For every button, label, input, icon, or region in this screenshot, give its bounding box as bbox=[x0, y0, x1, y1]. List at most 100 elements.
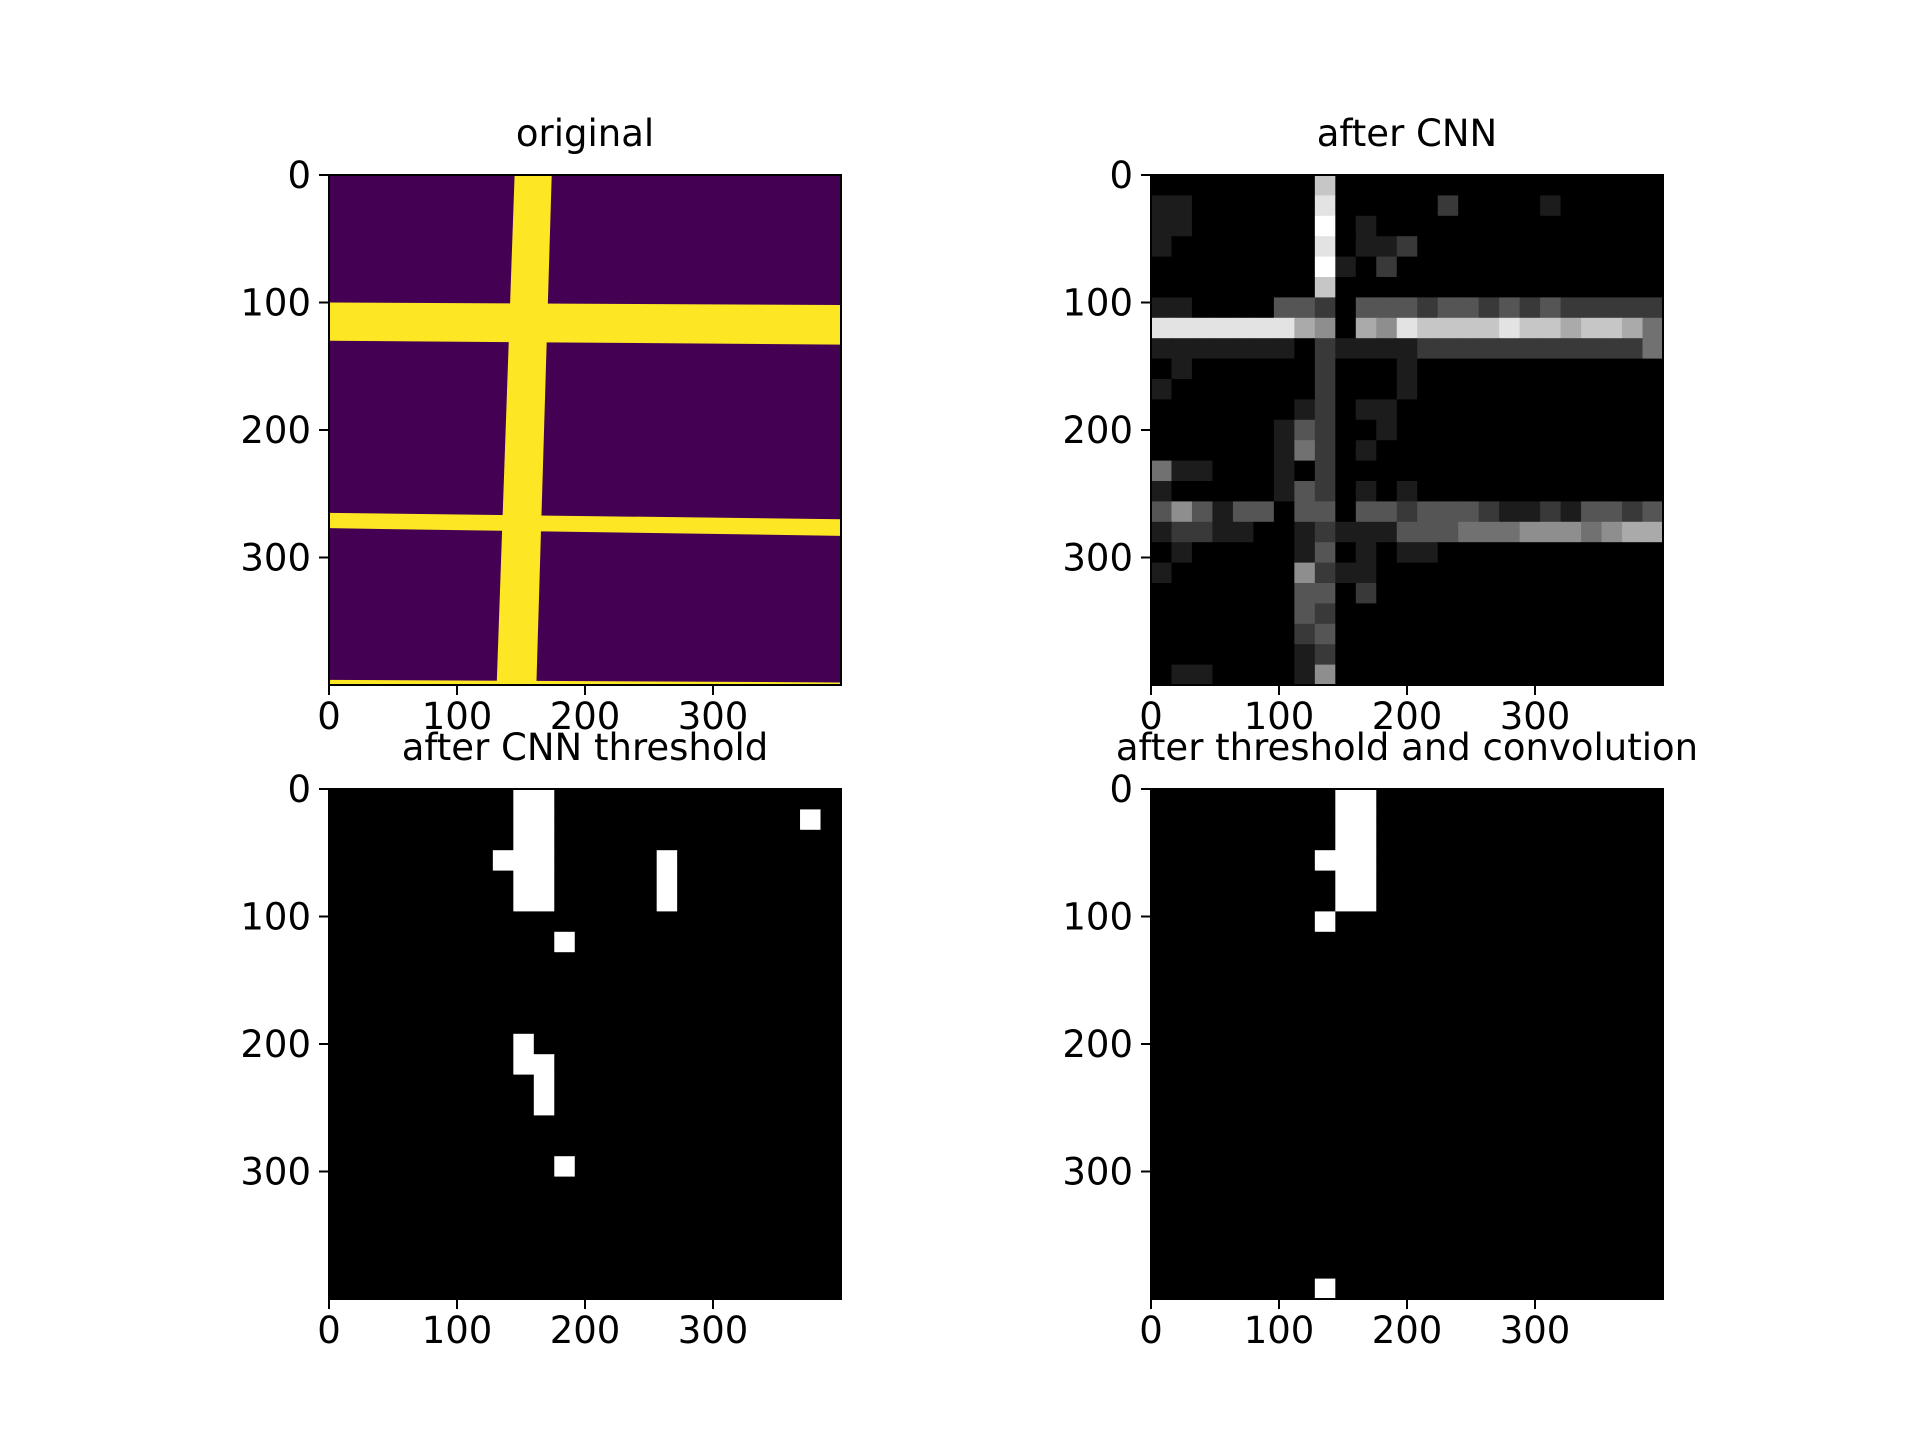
heatmap-cell bbox=[1601, 1237, 1623, 1259]
heatmap-cell bbox=[1355, 1115, 1377, 1137]
heatmap-cell bbox=[554, 1258, 576, 1280]
heatmap-cell bbox=[1253, 501, 1275, 523]
heatmap-cell bbox=[1478, 440, 1500, 462]
heatmap-cell bbox=[1212, 501, 1234, 523]
y-tick-label: 100 bbox=[240, 282, 311, 325]
heatmap-cell bbox=[677, 850, 699, 872]
heatmap-cell bbox=[1314, 440, 1336, 462]
heatmap-cell bbox=[1335, 1197, 1357, 1218]
heatmap-cell bbox=[1540, 891, 1562, 912]
heatmap-cell bbox=[1642, 297, 1664, 319]
heatmap-cell bbox=[1560, 1197, 1582, 1218]
y-tick-label: 0 bbox=[287, 154, 311, 197]
heatmap-cell bbox=[1335, 1033, 1357, 1055]
heatmap-cell bbox=[1273, 1258, 1295, 1280]
heatmap-cell bbox=[1232, 277, 1254, 298]
heatmap-cell bbox=[1642, 1176, 1664, 1198]
heatmap-cell bbox=[1273, 542, 1295, 564]
heatmap-cell bbox=[554, 1176, 576, 1198]
heatmap-cell bbox=[1212, 993, 1234, 1014]
heatmap-cell bbox=[410, 891, 432, 912]
heatmap-cell bbox=[369, 1197, 392, 1218]
heatmap-cell bbox=[1499, 1156, 1521, 1178]
heatmap-cell bbox=[1151, 1074, 1173, 1096]
heatmap-cell bbox=[759, 809, 781, 831]
heatmap-cell bbox=[1581, 829, 1603, 851]
heatmap-cell bbox=[1642, 1278, 1664, 1300]
heatmap-cell bbox=[1232, 1054, 1254, 1076]
heatmap-cell bbox=[1622, 501, 1644, 523]
heatmap-cell bbox=[1560, 1176, 1582, 1198]
heatmap-cell bbox=[1151, 829, 1173, 851]
heatmap-cell bbox=[1540, 358, 1562, 380]
heatmap-cell bbox=[1335, 542, 1357, 564]
heatmap-cell bbox=[1253, 870, 1275, 892]
heatmap-cell bbox=[1314, 1258, 1336, 1280]
heatmap-cell bbox=[820, 1156, 842, 1178]
heatmap-cell bbox=[1519, 931, 1541, 953]
heatmap-cell bbox=[1335, 1013, 1357, 1035]
heatmap-cell bbox=[1601, 1074, 1623, 1096]
heatmap-cell bbox=[656, 891, 678, 912]
heatmap-cell bbox=[1622, 277, 1644, 298]
heatmap-cell bbox=[595, 1156, 617, 1178]
heatmap-cell bbox=[492, 1033, 514, 1055]
heatmap-cell bbox=[1151, 891, 1173, 912]
heatmap-cell bbox=[574, 1054, 596, 1076]
heatmap-cell bbox=[1212, 809, 1234, 831]
heatmap-cell bbox=[329, 1115, 351, 1137]
heatmap-cell bbox=[1396, 850, 1418, 872]
heatmap-cell bbox=[1171, 215, 1193, 237]
heatmap-cell bbox=[1151, 931, 1173, 953]
heatmap-cell bbox=[1622, 460, 1644, 482]
heatmap-cell bbox=[1212, 399, 1234, 421]
heatmap-cell bbox=[677, 870, 699, 892]
heatmap-cell bbox=[1232, 379, 1254, 400]
heatmap-cell bbox=[574, 870, 596, 892]
heatmap-cell bbox=[1601, 1156, 1623, 1178]
heatmap-cell bbox=[779, 972, 801, 994]
heatmap-cell bbox=[1232, 789, 1254, 810]
heatmap-cell bbox=[1376, 460, 1398, 482]
heatmap-cell bbox=[1560, 1054, 1582, 1076]
heatmap-cell bbox=[1294, 911, 1316, 933]
heatmap-cell bbox=[1519, 175, 1541, 196]
heatmap-cell bbox=[1191, 911, 1214, 933]
heatmap-cell bbox=[410, 1258, 432, 1280]
heatmap-cell bbox=[533, 972, 555, 994]
heatmap-cell bbox=[759, 931, 781, 953]
heatmap-cell bbox=[1417, 358, 1439, 380]
heatmap-cell bbox=[1314, 521, 1336, 543]
heatmap-cell bbox=[677, 789, 699, 810]
heatmap-cell bbox=[615, 1156, 637, 1178]
heatmap-cell bbox=[1458, 317, 1480, 339]
heatmap-cell bbox=[1622, 1197, 1644, 1218]
heatmap-cell bbox=[800, 870, 822, 892]
heatmap-cell bbox=[1355, 870, 1377, 892]
heatmap-cell bbox=[1253, 1217, 1275, 1239]
heatmap-cell bbox=[1171, 911, 1193, 933]
heatmap-cell bbox=[390, 1176, 412, 1198]
heatmap-cell bbox=[1437, 1095, 1459, 1116]
heatmap-cell bbox=[1376, 358, 1398, 380]
heatmap-cell bbox=[636, 789, 658, 810]
heatmap-cell bbox=[1499, 1278, 1521, 1300]
heatmap-cell bbox=[1478, 460, 1500, 482]
heatmap-cell bbox=[1437, 829, 1459, 851]
heatmap-cell bbox=[1355, 419, 1377, 441]
heatmap-cell bbox=[1581, 236, 1603, 258]
heatmap-cell bbox=[533, 1156, 555, 1178]
heatmap-cell bbox=[1560, 1258, 1582, 1280]
heatmap-cell bbox=[369, 931, 392, 953]
heatmap-cell bbox=[656, 1013, 678, 1035]
heatmap-cell bbox=[472, 972, 494, 994]
heatmap-cell bbox=[1499, 236, 1521, 258]
heatmap-cell bbox=[1499, 623, 1521, 645]
heatmap-cell bbox=[1601, 664, 1623, 686]
heatmap-cell bbox=[1601, 603, 1623, 625]
heatmap-cell bbox=[1191, 1258, 1214, 1280]
heatmap-cell bbox=[390, 972, 412, 994]
heatmap-cell bbox=[554, 931, 576, 953]
heatmap-cell bbox=[656, 809, 678, 831]
heatmap-cell bbox=[1232, 583, 1254, 604]
